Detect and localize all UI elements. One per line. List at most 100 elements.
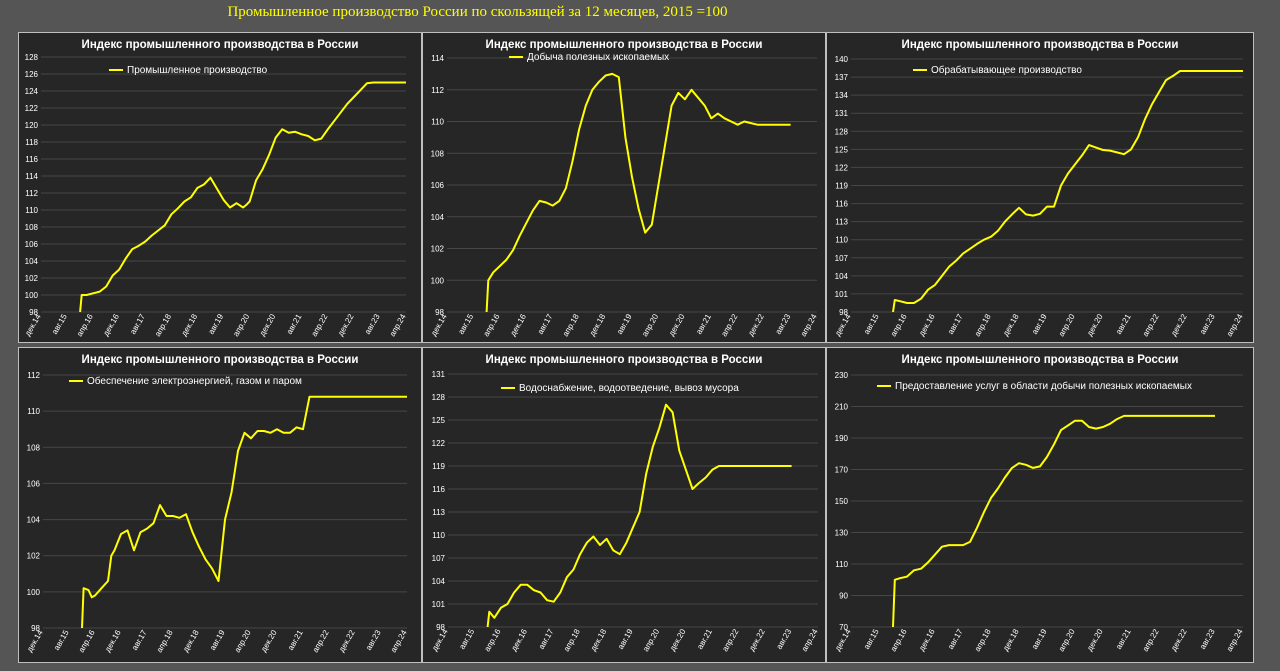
x-tick-label: авг.17 <box>537 627 556 651</box>
y-tick-label: 119 <box>835 182 848 191</box>
y-tick-label: 104 <box>432 577 446 586</box>
x-tick-label: апр.24 <box>799 312 819 338</box>
x-tick-label: авг.23 <box>364 628 383 652</box>
x-tick-label: дек.22 <box>746 312 766 338</box>
y-tick-label: 107 <box>432 554 446 563</box>
x-tick-label: авг.23 <box>1198 627 1217 651</box>
series-line <box>892 414 1215 628</box>
y-tick-label: 126 <box>25 70 39 79</box>
y-tick-label: 125 <box>432 416 446 425</box>
legend-label: Водоснабжение, водоотведение, вывоз мусо… <box>519 382 739 394</box>
chart-panel-mining: Индекс промышленного производства в Росс… <box>422 32 826 343</box>
x-tick-label: апр.20 <box>641 627 661 653</box>
y-tick-label: 112 <box>25 189 38 198</box>
x-tick-label: дек.20 <box>1085 312 1105 338</box>
y-tick-label: 107 <box>835 254 849 263</box>
y-tick-label: 122 <box>25 104 39 113</box>
x-tick-label: авг.21 <box>286 628 305 652</box>
x-tick-label: авг.23 <box>1198 312 1217 336</box>
chart-industrial: Индекс промышленного производства в Росс… <box>23 39 408 338</box>
y-tick-label: 128 <box>25 53 39 62</box>
x-tick-label: дек.22 <box>336 312 356 338</box>
series-line <box>81 395 407 629</box>
y-tick-label: 170 <box>835 466 849 475</box>
y-tick-label: 137 <box>835 73 849 82</box>
x-tick-label: дек.14 <box>833 312 853 338</box>
y-tick-label: 113 <box>835 218 848 227</box>
x-tick-label: апр.24 <box>800 627 820 653</box>
x-tick-label: дек.20 <box>667 312 687 338</box>
x-tick-label: авг.21 <box>1114 312 1133 336</box>
legend-label: Обеспечение электроэнергией, газом и пар… <box>87 375 302 387</box>
y-tick-label: 104 <box>431 213 445 222</box>
x-tick-label: апр.18 <box>973 627 993 653</box>
x-tick-label: апр.20 <box>231 312 251 338</box>
x-tick-label: авг.15 <box>50 312 69 336</box>
x-tick-label: авг.17 <box>128 312 147 336</box>
x-tick-label: дек.14 <box>23 312 43 338</box>
y-tick-label: 110 <box>25 206 38 215</box>
y-tick-label: 140 <box>835 55 849 64</box>
x-tick-label: авг.19 <box>207 312 226 336</box>
x-tick-label: апр.24 <box>389 628 409 654</box>
x-tick-label: апр.22 <box>720 627 740 653</box>
chart-electricity: Индекс промышленного производства в Росс… <box>25 354 409 654</box>
y-tick-label: 98 <box>839 308 848 317</box>
x-tick-label: авг.15 <box>862 627 881 651</box>
y-tick-label: 116 <box>835 200 848 209</box>
x-tick-label: авг.21 <box>694 312 713 336</box>
x-tick-label: авг.23 <box>775 627 794 651</box>
x-tick-label: дек.16 <box>103 628 123 654</box>
x-tick-label: апр.16 <box>889 627 909 653</box>
x-tick-label: авг.19 <box>208 628 227 652</box>
y-tick-label: 101 <box>835 290 849 299</box>
x-tick-label: дек.18 <box>181 628 201 654</box>
y-tick-label: 120 <box>25 121 39 130</box>
y-tick-label: 110 <box>835 236 848 245</box>
y-tick-label: 128 <box>432 393 446 402</box>
y-tick-label: 190 <box>835 434 849 443</box>
x-tick-label: авг.21 <box>285 312 304 336</box>
y-tick-label: 102 <box>25 274 39 283</box>
x-tick-label: дек.14 <box>25 628 45 654</box>
x-tick-label: дек.22 <box>1169 312 1189 338</box>
x-tick-label: апр.16 <box>482 312 502 338</box>
x-tick-label: дек.22 <box>747 627 767 653</box>
chart-panel-mining-services: Индекс промышленного производства в Росс… <box>826 347 1254 663</box>
y-tick-label: 116 <box>25 155 38 164</box>
x-tick-label: дек.16 <box>509 627 529 653</box>
x-tick-label: авг.15 <box>862 312 881 336</box>
series-line <box>79 81 406 313</box>
x-tick-label: дек.18 <box>1001 627 1021 653</box>
y-tick-label: 110 <box>431 118 444 127</box>
y-tick-label: 100 <box>27 588 41 597</box>
y-tick-label: 210 <box>835 403 849 412</box>
x-tick-label: апр.18 <box>155 628 175 654</box>
y-tick-label: 131 <box>432 370 446 379</box>
y-tick-label: 112 <box>27 371 40 380</box>
y-tick-label: 98 <box>435 308 444 317</box>
chart-panel-water: Индекс промышленного производства в Росс… <box>422 347 826 663</box>
x-tick-label: дек.16 <box>917 627 937 653</box>
chart-title: Индекс промышленного производства в Росс… <box>82 39 359 51</box>
y-tick-label: 116 <box>432 485 445 494</box>
x-tick-label: апр.18 <box>562 627 582 653</box>
y-tick-label: 113 <box>432 508 445 517</box>
x-tick-label: дек.20 <box>668 627 688 653</box>
y-tick-label: 122 <box>432 439 446 448</box>
x-tick-label: дек.16 <box>917 312 937 338</box>
x-tick-label: дек.14 <box>430 627 450 653</box>
y-tick-label: 102 <box>27 552 41 561</box>
x-tick-label: авг.23 <box>363 312 382 336</box>
x-tick-label: дек.18 <box>588 312 608 338</box>
y-tick-label: 110 <box>27 407 40 416</box>
y-tick-label: 106 <box>27 479 41 488</box>
legend-label: Предоставление услуг в области добычи по… <box>895 380 1192 392</box>
y-tick-label: 108 <box>27 443 41 452</box>
x-tick-label: апр.24 <box>1225 312 1245 338</box>
x-tick-label: дек.18 <box>179 312 199 338</box>
chart-panel-electricity: Индекс промышленного производства в Росс… <box>18 347 422 663</box>
y-tick-label: 106 <box>25 240 39 249</box>
y-tick-label: 108 <box>431 149 445 158</box>
y-tick-label: 131 <box>835 109 849 118</box>
